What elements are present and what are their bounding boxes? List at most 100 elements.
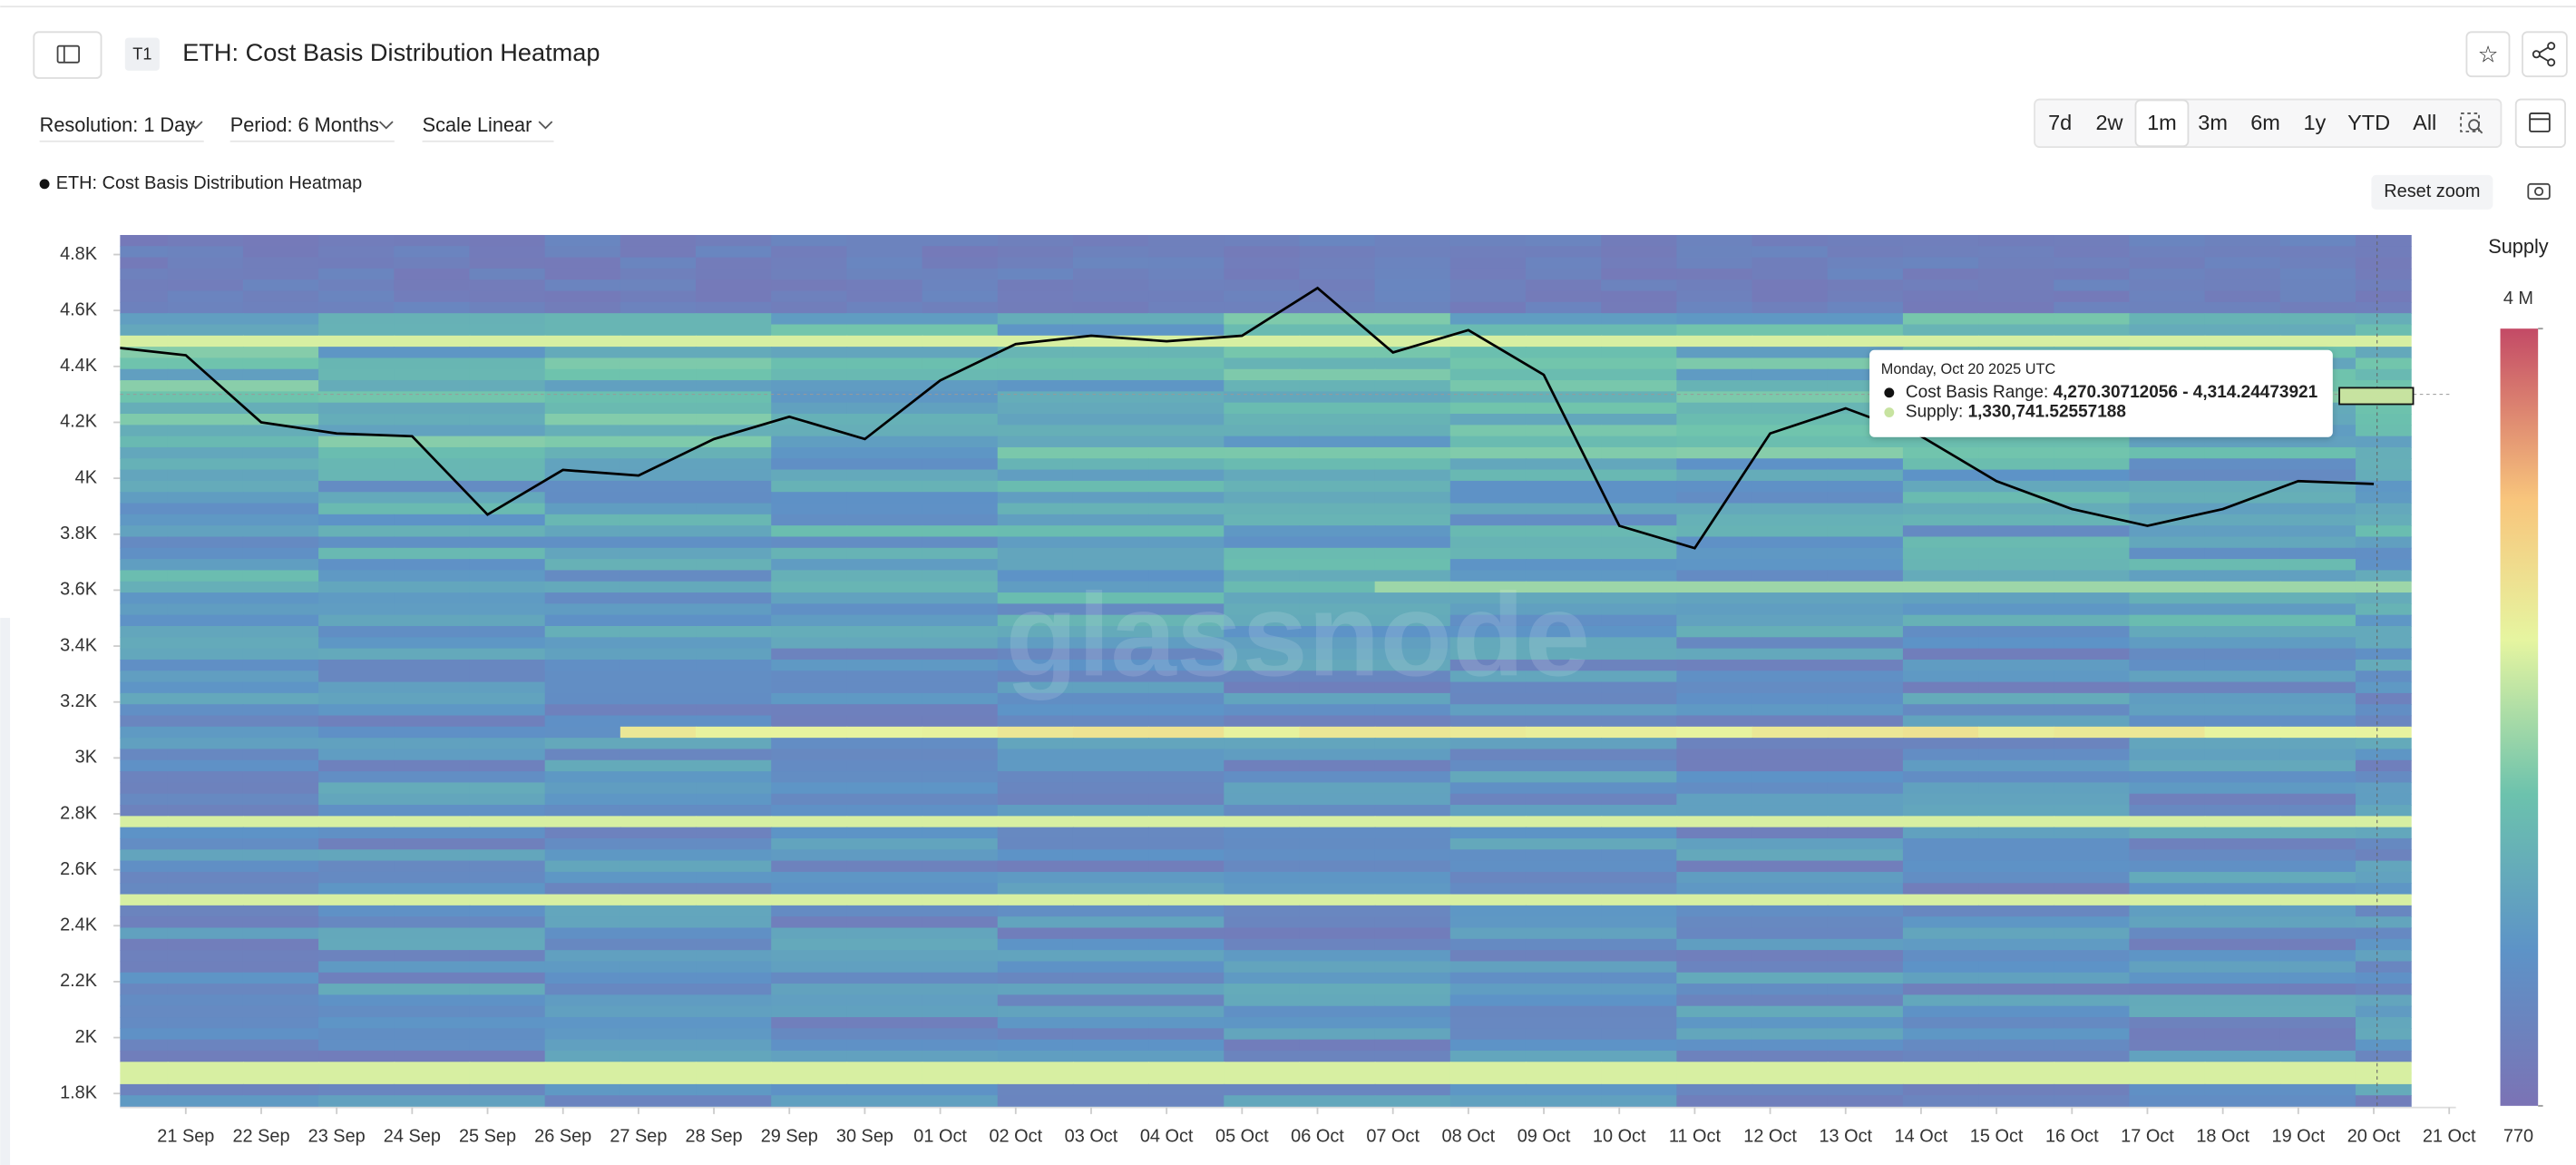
resolution-select[interactable]: Resolution: 1 Day — [40, 113, 196, 136]
range-button[interactable]: 3m — [2198, 111, 2228, 134]
range-button[interactable]: 6m — [2250, 111, 2280, 134]
heat-cell — [1751, 357, 1829, 370]
heat-cell — [1827, 603, 1904, 616]
heat-cell — [1676, 469, 1753, 482]
heat-cell — [242, 1039, 320, 1052]
heat-cell — [1299, 492, 1376, 504]
range-button[interactable]: 1y — [2303, 111, 2326, 134]
range-button[interactable]: 2w — [2095, 111, 2123, 134]
heat-cell — [1072, 950, 1150, 963]
period-select[interactable]: Period: 6 Months — [230, 113, 379, 136]
heat-cell — [1374, 1083, 1451, 1096]
heat-cell — [1978, 257, 2055, 269]
heat-cell — [1148, 726, 1225, 739]
heat-cell — [1072, 1072, 1150, 1085]
heat-cell — [1827, 984, 1904, 996]
heat-cell — [318, 715, 395, 728]
share-button[interactable] — [2522, 31, 2568, 78]
heat-cell — [2204, 671, 2281, 683]
heat-cell — [696, 503, 773, 515]
heat-cell — [997, 759, 1074, 772]
heat-cell — [2355, 849, 2412, 862]
heat-cell — [2279, 860, 2356, 873]
heat-cell — [1751, 458, 1829, 471]
heat-cell — [394, 625, 471, 639]
hover-cell[interactable] — [2338, 387, 2415, 406]
range-button[interactable]: 7d — [2048, 111, 2072, 134]
heat-cell — [1072, 860, 1150, 873]
heat-cell — [997, 458, 1074, 471]
heat-cell — [771, 816, 848, 828]
heat-cell — [1751, 1005, 1829, 1018]
heat-cell — [394, 547, 471, 560]
heat-cell — [2355, 313, 2412, 326]
heat-cell — [1902, 581, 1979, 593]
heat-cell — [394, 692, 471, 705]
heat-cell — [394, 301, 471, 314]
heat-cell — [2355, 436, 2412, 448]
heat-cell — [1601, 871, 1678, 884]
heat-cell — [1525, 414, 1603, 426]
heat-cell — [1978, 793, 2055, 806]
heat-cell — [696, 301, 773, 314]
heat-cell — [120, 559, 169, 572]
heat-cell — [1978, 659, 2055, 671]
heat-cell — [544, 514, 621, 526]
heat-cell — [1072, 547, 1150, 560]
heat-cell — [2054, 938, 2131, 951]
heat-cell — [620, 916, 697, 929]
camera-icon[interactable] — [2527, 182, 2551, 201]
heat-cell — [242, 1095, 320, 1108]
heat-cell — [2279, 1072, 2356, 1085]
legend-label[interactable]: ETH: Cost Basis Distribution Heatmap — [56, 173, 362, 193]
heat-cell — [2279, 905, 2356, 917]
scale-select[interactable]: Scale Linear — [423, 113, 532, 136]
heat-cell — [771, 1072, 848, 1085]
heat-cell — [120, 547, 169, 560]
heat-cell — [167, 301, 244, 314]
range-button[interactable]: 1m — [2147, 111, 2177, 134]
heat-cell — [1676, 547, 1753, 560]
heat-cell — [771, 570, 848, 582]
heat-cell — [1751, 938, 1829, 951]
heat-cell — [1224, 637, 1301, 650]
heat-cell — [1601, 257, 1678, 269]
calendar-button[interactable] — [2514, 98, 2566, 148]
heat-cell — [1902, 625, 1979, 639]
favorite-button[interactable] — [2465, 31, 2511, 78]
range-button[interactable]: YTD — [2347, 111, 2390, 134]
heat-cell — [1299, 837, 1376, 851]
heat-cell — [544, 972, 621, 984]
heat-cell — [997, 268, 1074, 280]
sidebar-button[interactable] — [33, 31, 102, 79]
zoom-icon[interactable] — [2460, 113, 2483, 134]
heat-cell — [1751, 402, 1829, 415]
heat-cell — [1299, 1017, 1376, 1030]
heat-cell — [1827, 894, 1904, 906]
heat-cell — [620, 883, 697, 896]
heat-cell — [997, 290, 1074, 303]
heat-cell — [1374, 335, 1451, 348]
heat-cell — [922, 446, 999, 459]
heat-cell — [1299, 436, 1376, 448]
heat-cell — [1902, 849, 1979, 862]
heat-cell — [1224, 816, 1301, 828]
x-tick-label: 24 Sep — [384, 1126, 441, 1146]
heat-cell — [846, 827, 923, 839]
heat-cell — [1525, 536, 1603, 549]
heat-cell — [544, 704, 621, 717]
tooltip-range-value: 4,270.30712056 - 4,314.24473921 — [2054, 383, 2318, 402]
heat-cell — [771, 335, 848, 348]
heat-cell — [318, 984, 395, 996]
reset-zoom-button[interactable] — [2371, 174, 2493, 210]
heat-cell — [1449, 927, 1527, 940]
heat-cell — [771, 268, 848, 280]
range-button[interactable]: All — [2413, 111, 2436, 134]
heat-cell — [394, 1039, 471, 1052]
heat-cell — [771, 771, 848, 784]
heat-cell — [120, 849, 169, 862]
heat-cell — [120, 335, 169, 348]
heat-cell — [544, 324, 621, 337]
heat-cell — [1525, 514, 1603, 526]
heat-cell — [1374, 793, 1451, 806]
